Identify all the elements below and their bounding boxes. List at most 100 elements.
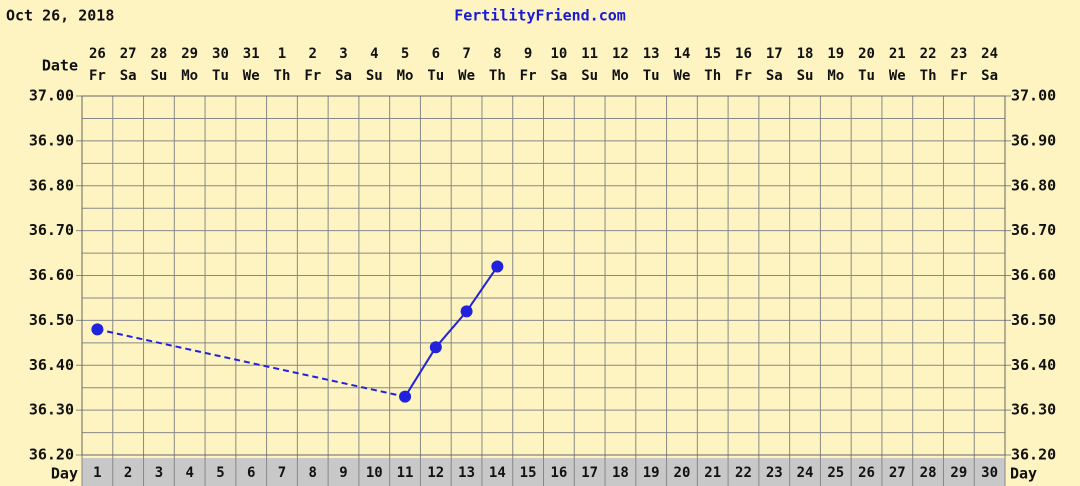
weekday-label: We — [243, 68, 260, 84]
y-tick-label: 36.80 — [29, 176, 74, 194]
weekday-label: Su — [366, 68, 383, 84]
plot-border — [81, 95, 1006, 456]
temperature-point — [399, 390, 412, 403]
date-label: 24 — [981, 46, 998, 62]
date-label: 19 — [827, 46, 844, 62]
weekday-label: Tu — [427, 68, 444, 84]
weekday-label: Su — [150, 68, 167, 84]
weekday-label: Fr — [304, 68, 321, 84]
date-label: Date — [42, 57, 78, 75]
y2-tick-label: 36.20 — [1011, 446, 1056, 464]
weekday-label: Fr — [520, 68, 537, 84]
date-label: 11 — [581, 46, 598, 62]
weekday-label: Mo — [397, 68, 414, 84]
date-label: 15 — [704, 46, 721, 62]
date-label: 20 — [858, 46, 875, 62]
day-number: 14 — [489, 465, 506, 481]
day-label: Day — [51, 465, 78, 483]
date-label: 22 — [920, 46, 937, 62]
y2-tick-label: 36.60 — [1011, 266, 1056, 284]
day-number: 10 — [366, 465, 383, 481]
date-label: 12 — [612, 46, 629, 62]
temperature-point — [491, 260, 504, 273]
date-label: 14 — [674, 46, 691, 62]
day-number: 5 — [216, 465, 224, 481]
day-number: 1 — [93, 465, 101, 481]
date-label: 6 — [432, 46, 440, 62]
date-label: 27 — [120, 46, 137, 62]
y2-tick-label: 36.30 — [1011, 401, 1056, 419]
weekday-label: We — [458, 68, 475, 84]
day-number: 16 — [550, 465, 567, 481]
day-number: 17 — [581, 465, 598, 481]
date-label: 26 — [89, 46, 106, 62]
weekday-label: Fr — [735, 68, 752, 84]
day-number: 30 — [981, 465, 998, 481]
day-number: 2 — [124, 465, 132, 481]
day-number: 28 — [920, 465, 937, 481]
y2-tick-label: 36.70 — [1011, 221, 1056, 239]
temperature-point — [460, 305, 473, 318]
day-number: 26 — [858, 465, 875, 481]
y-tick-label: 36.90 — [29, 131, 74, 149]
date-label: 29 — [181, 46, 198, 62]
weekday-label: Mo — [827, 68, 844, 84]
day-number: 3 — [155, 465, 163, 481]
day-label: Day — [1010, 465, 1037, 483]
day-number: 21 — [704, 465, 721, 481]
y2-tick-label: 37.00 — [1011, 87, 1056, 105]
weekday-label: We — [674, 68, 691, 84]
date-label: 9 — [524, 46, 532, 62]
temperature-point — [91, 323, 104, 336]
weekday-label: Fr — [89, 68, 106, 84]
chart-date: Oct 26, 2018 — [6, 7, 114, 25]
day-number: 12 — [427, 465, 444, 481]
date-label: 5 — [401, 46, 409, 62]
date-label: 16 — [735, 46, 752, 62]
weekday-label: Th — [489, 68, 506, 84]
date-label: 28 — [150, 46, 167, 62]
weekday-label: Su — [581, 68, 598, 84]
day-number: 23 — [766, 465, 783, 481]
day-number: 7 — [278, 465, 286, 481]
y2-tick-label: 36.90 — [1011, 131, 1056, 149]
date-label: 31 — [243, 46, 260, 62]
y2-tick-label: 36.50 — [1011, 311, 1056, 329]
day-number: 4 — [185, 465, 193, 481]
day-number: 11 — [397, 465, 414, 481]
y-tick-label: 36.40 — [29, 356, 74, 374]
y-tick-label: 36.20 — [29, 446, 74, 464]
day-number: 24 — [797, 465, 814, 481]
weekday-label: Sa — [981, 68, 998, 84]
day-number: 13 — [458, 465, 475, 481]
weekday-label: Sa — [766, 68, 783, 84]
y-tick-label: 36.50 — [29, 311, 74, 329]
day-number: 6 — [247, 465, 255, 481]
day-number: 9 — [339, 465, 347, 481]
date-label: 2 — [309, 46, 317, 62]
temperature-segment — [465, 265, 499, 312]
temperature-segment — [435, 310, 468, 348]
day-number: 27 — [889, 465, 906, 481]
day-number: 18 — [612, 465, 629, 481]
date-label: 18 — [797, 46, 814, 62]
weekday-label: Su — [797, 68, 814, 84]
day-number: 15 — [520, 465, 537, 481]
date-label: 10 — [550, 46, 567, 62]
day-number: 20 — [674, 465, 691, 481]
weekday-label: Th — [704, 68, 721, 84]
temperature-segment — [404, 346, 437, 398]
day-number: 29 — [950, 465, 967, 481]
day-number: 22 — [735, 465, 752, 481]
site-name: FertilityFriend.com — [454, 7, 626, 25]
date-label: 7 — [462, 46, 470, 62]
date-label: 17 — [766, 46, 783, 62]
date-label: 30 — [212, 46, 229, 62]
weekday-label: Mo — [612, 68, 629, 84]
date-label: 13 — [643, 46, 660, 62]
weekday-label: Fr — [950, 68, 967, 84]
weekday-label: Th — [920, 68, 937, 84]
weekday-label: Sa — [550, 68, 567, 84]
